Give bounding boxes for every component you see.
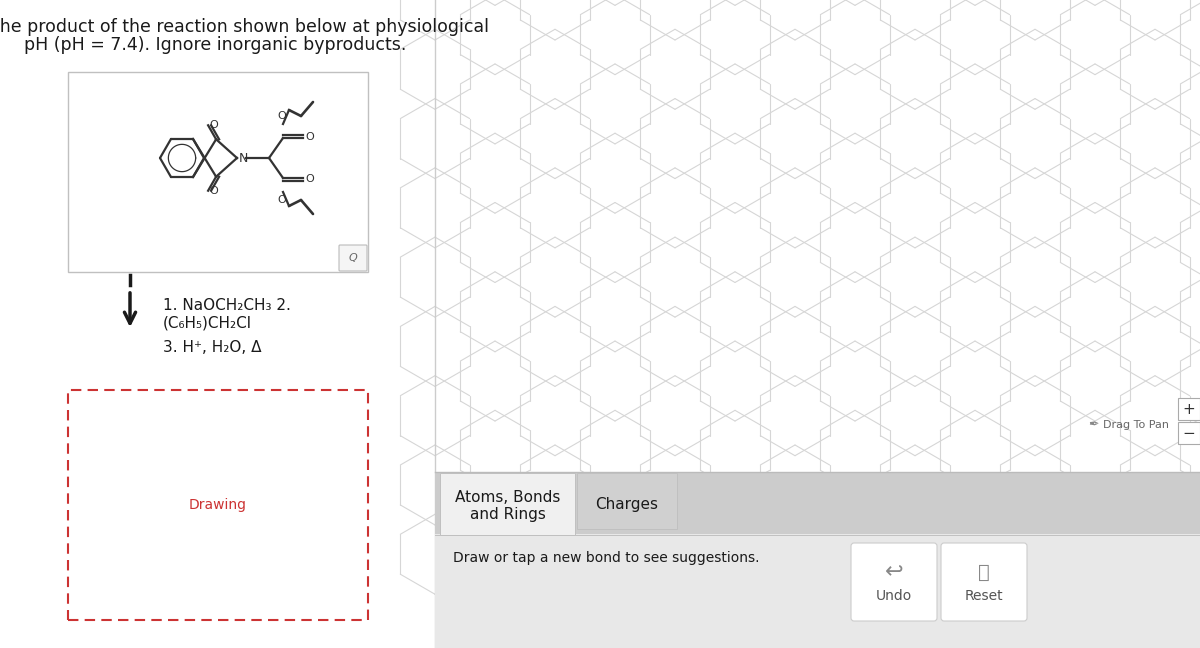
Text: Atoms, Bonds: Atoms, Bonds <box>455 489 560 505</box>
Text: Draw the product of the reaction shown below at physiological: Draw the product of the reaction shown b… <box>0 18 488 36</box>
Text: 🗑: 🗑 <box>978 562 990 581</box>
Text: O: O <box>277 195 287 205</box>
Text: O: O <box>210 186 218 196</box>
FancyBboxPatch shape <box>851 543 937 621</box>
Text: Drag To Pan: Drag To Pan <box>1103 420 1169 430</box>
Text: Draw or tap a new bond to see suggestions.: Draw or tap a new bond to see suggestion… <box>454 551 760 565</box>
Text: and Rings: and Rings <box>469 507 546 522</box>
Text: (C₆H₅)CH₂Cl: (C₆H₅)CH₂Cl <box>163 316 252 331</box>
FancyBboxPatch shape <box>941 543 1027 621</box>
Text: Undo: Undo <box>876 589 912 603</box>
Text: N: N <box>239 152 248 165</box>
Text: −: − <box>1183 426 1195 441</box>
Text: ✒: ✒ <box>1087 419 1098 432</box>
Text: Drawing: Drawing <box>190 498 247 512</box>
Bar <box>436 472 1200 648</box>
Text: O: O <box>305 174 313 184</box>
Text: O: O <box>277 111 287 121</box>
Bar <box>436 534 1200 648</box>
Text: Q: Q <box>349 253 358 263</box>
Text: ↩: ↩ <box>884 562 904 582</box>
Bar <box>0 0 436 648</box>
Bar <box>68 390 368 620</box>
Bar <box>1178 398 1200 420</box>
FancyBboxPatch shape <box>577 473 677 529</box>
Text: Charges: Charges <box>595 496 659 511</box>
Text: 1. NaOCH₂CH₃ 2.: 1. NaOCH₂CH₃ 2. <box>163 298 290 313</box>
Text: +: + <box>1183 402 1195 417</box>
Text: O: O <box>305 132 313 142</box>
Bar <box>68 72 368 272</box>
Text: 3. H⁺, H₂O, Δ: 3. H⁺, H₂O, Δ <box>163 340 262 355</box>
Text: Reset: Reset <box>965 589 1003 603</box>
Bar <box>436 0 1200 472</box>
FancyBboxPatch shape <box>440 473 575 535</box>
FancyBboxPatch shape <box>340 245 367 271</box>
Text: pH (pH = 7.4). Ignore inorganic byproducts.: pH (pH = 7.4). Ignore inorganic byproduc… <box>24 36 406 54</box>
Text: O: O <box>210 121 218 130</box>
Bar <box>1178 422 1200 444</box>
